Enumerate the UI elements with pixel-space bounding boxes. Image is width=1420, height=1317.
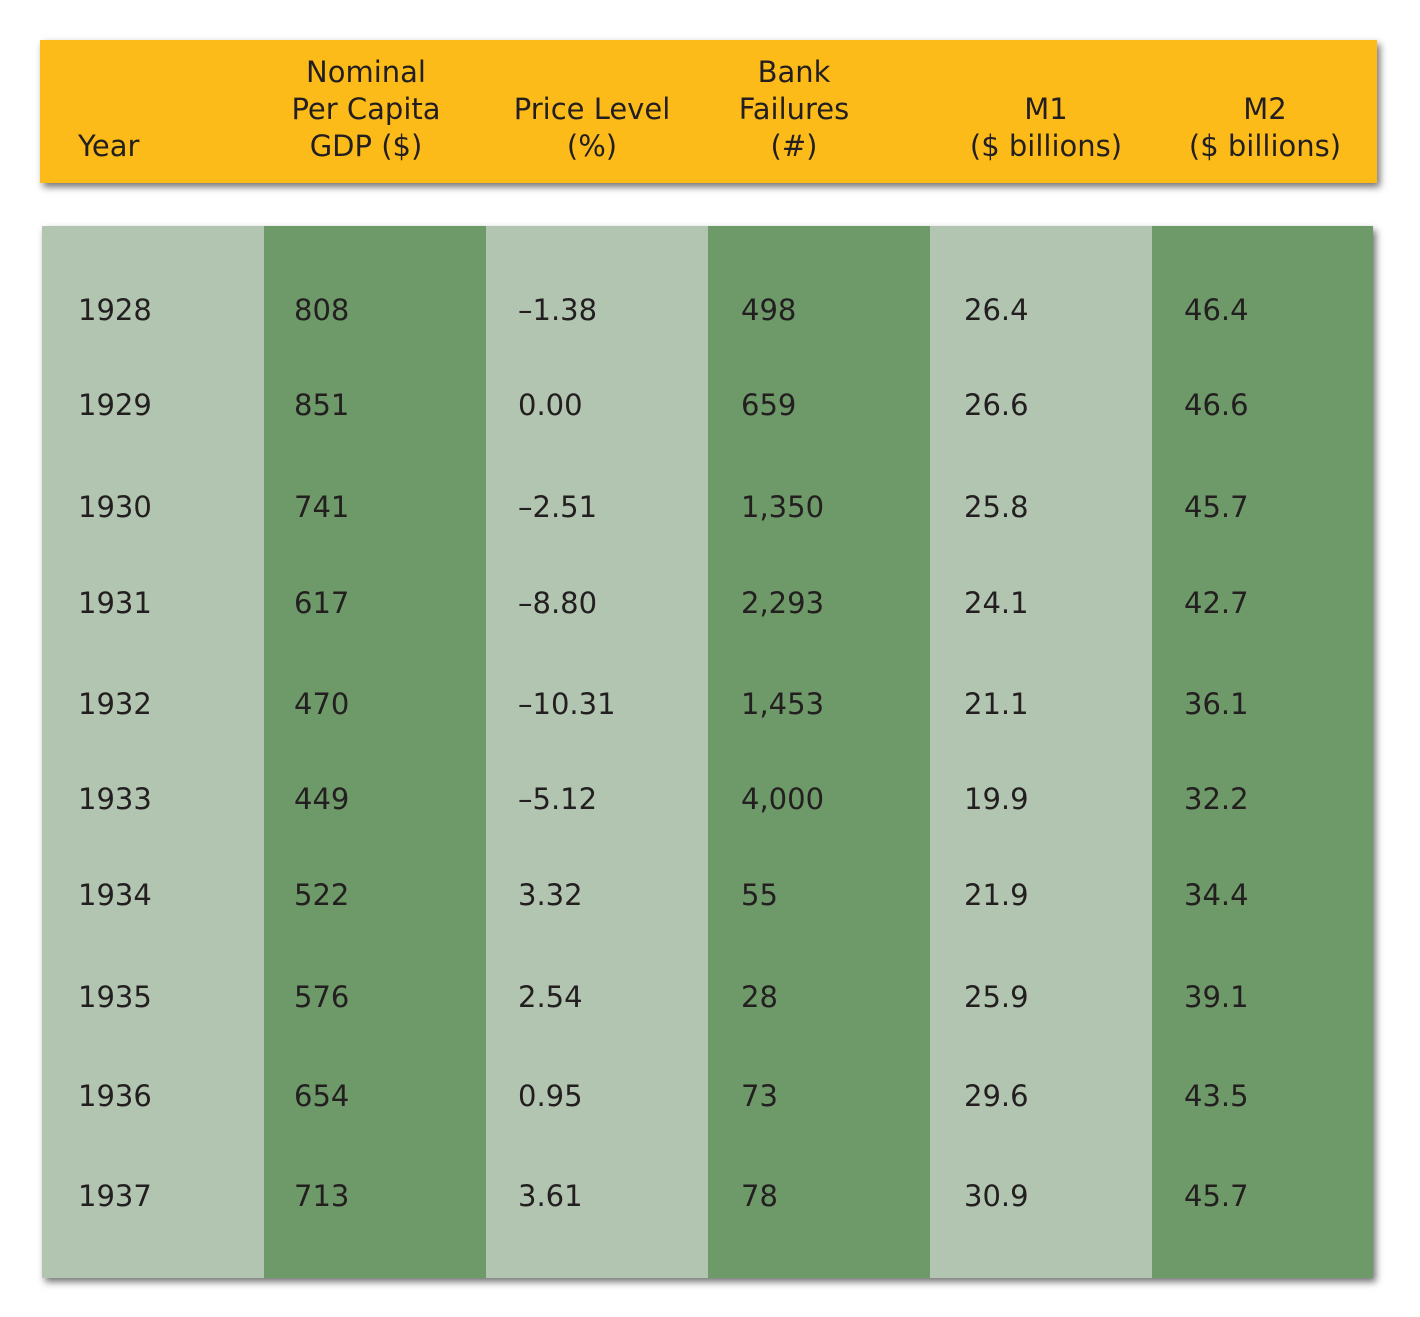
- cell-m1: 21.1: [964, 687, 1029, 721]
- cell-m2: 45.7: [1184, 1179, 1249, 1213]
- table-header: Year Nominal Per Capita GDP ($) Price Le…: [40, 40, 1377, 183]
- column-m2: [1152, 226, 1373, 1278]
- cell-year: 1933: [78, 782, 152, 816]
- cell-price-level: 3.61: [518, 1179, 583, 1213]
- cell-bank-failures: 73: [741, 1079, 778, 1113]
- cell-m2: 39.1: [1184, 980, 1249, 1014]
- cell-nominal-gdp: 741: [294, 490, 350, 524]
- cell-nominal-gdp: 654: [294, 1079, 350, 1113]
- cell-nominal-gdp: 449: [294, 782, 350, 816]
- cell-m1: 26.4: [964, 293, 1029, 327]
- cell-price-level: –10.31: [518, 687, 616, 721]
- header-bank-failures: Bank Failures (#): [738, 55, 850, 163]
- cell-nominal-gdp: 808: [294, 293, 350, 327]
- header-m2: M2 ($ billions): [1188, 92, 1342, 163]
- cell-price-level: –8.80: [518, 586, 598, 620]
- cell-m2: 34.4: [1184, 878, 1249, 912]
- cell-nominal-gdp: 713: [294, 1179, 350, 1213]
- cell-bank-failures: 659: [741, 388, 797, 422]
- cell-bank-failures: 28: [741, 980, 778, 1014]
- header-price-level: Price Level (%): [513, 92, 671, 163]
- column-year: [42, 226, 264, 1278]
- cell-nominal-gdp: 576: [294, 980, 350, 1014]
- cell-year: 1934: [78, 878, 152, 912]
- cell-price-level: –5.12: [518, 782, 598, 816]
- cell-bank-failures: 4,000: [741, 782, 825, 816]
- cell-year: 1937: [78, 1179, 152, 1213]
- cell-m1: 21.9: [964, 878, 1029, 912]
- cell-year: 1932: [78, 687, 152, 721]
- cell-bank-failures: 55: [741, 878, 778, 912]
- cell-price-level: 3.32: [518, 878, 583, 912]
- cell-bank-failures: 498: [741, 293, 797, 327]
- column-price-level: [486, 226, 708, 1278]
- cell-nominal-gdp: 522: [294, 878, 350, 912]
- cell-m1: 30.9: [964, 1179, 1029, 1213]
- cell-m1: 24.1: [964, 586, 1029, 620]
- cell-price-level: –2.51: [518, 490, 598, 524]
- cell-year: 1930: [78, 490, 152, 524]
- cell-price-level: 0.00: [518, 388, 583, 422]
- cell-nominal-gdp: 851: [294, 388, 350, 422]
- cell-m1: 26.6: [964, 388, 1029, 422]
- cell-m1: 19.9: [964, 782, 1029, 816]
- cell-price-level: –1.38: [518, 293, 598, 327]
- cell-m2: 46.6: [1184, 388, 1249, 422]
- cell-m2: 45.7: [1184, 490, 1249, 524]
- column-m1: [930, 226, 1152, 1278]
- cell-bank-failures: 1,350: [741, 490, 825, 524]
- cell-year: 1931: [78, 586, 152, 620]
- cell-m2: 43.5: [1184, 1079, 1249, 1113]
- cell-m2: 32.2: [1184, 782, 1249, 816]
- cell-m1: 29.6: [964, 1079, 1029, 1113]
- cell-bank-failures: 78: [741, 1179, 778, 1213]
- cell-m2: 42.7: [1184, 586, 1249, 620]
- column-nominal-gdp: [264, 226, 486, 1278]
- cell-year: 1936: [78, 1079, 152, 1113]
- cell-m2: 36.1: [1184, 687, 1249, 721]
- cell-year: 1929: [78, 388, 152, 422]
- cell-m1: 25.8: [964, 490, 1029, 524]
- cell-bank-failures: 2,293: [741, 586, 825, 620]
- header-nominal-gdp: Nominal Per Capita GDP ($): [291, 55, 441, 163]
- cell-bank-failures: 1,453: [741, 687, 825, 721]
- cell-nominal-gdp: 617: [294, 586, 350, 620]
- cell-year: 1935: [78, 980, 152, 1014]
- header-year: Year: [78, 129, 140, 163]
- header-m1: M1 ($ billions): [969, 92, 1123, 163]
- cell-price-level: 0.95: [518, 1079, 583, 1113]
- column-bank-failures: [708, 226, 930, 1278]
- table-body: 1928 808 –1.38 498 26.4 46.4 1929 851 0.00 659 26.…: [42, 226, 1373, 1278]
- cell-m1: 25.9: [964, 980, 1029, 1014]
- cell-price-level: 2.54: [518, 980, 583, 1014]
- cell-year: 1928: [78, 293, 152, 327]
- cell-m2: 46.4: [1184, 293, 1249, 327]
- cell-nominal-gdp: 470: [294, 687, 350, 721]
